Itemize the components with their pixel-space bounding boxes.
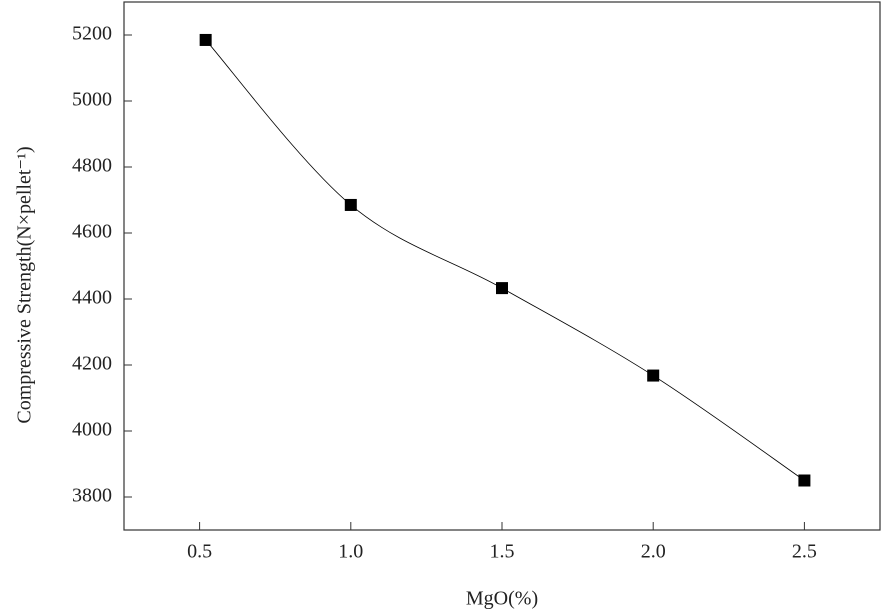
line bbox=[205, 39, 805, 481]
x-tick-label: 2.0 bbox=[641, 541, 666, 563]
y-tick-label: 4200 bbox=[72, 353, 112, 375]
marker bbox=[647, 369, 660, 382]
y-tick-label: 4600 bbox=[72, 221, 112, 243]
marker bbox=[344, 198, 357, 211]
marker bbox=[496, 282, 508, 295]
marker bbox=[798, 474, 811, 487]
y-tick-label: 4400 bbox=[72, 287, 112, 309]
y-tick-label: 3800 bbox=[72, 485, 112, 507]
marker bbox=[199, 33, 212, 46]
plot-frame bbox=[123, 1, 881, 531]
x-tick-label: 0.5 bbox=[187, 541, 212, 563]
x-tick-label: 1.5 bbox=[490, 541, 515, 563]
y-tick-label: 4000 bbox=[72, 419, 112, 441]
x-tick-label: 1.0 bbox=[338, 541, 363, 563]
y-tick-label: 5200 bbox=[72, 23, 112, 45]
y-tick-label: 5000 bbox=[72, 89, 112, 111]
x-axis-label: MgO(%) bbox=[466, 588, 538, 610]
y-tick-label: 4800 bbox=[72, 155, 112, 177]
y-axis-label: Compressive Strength(N×pellet⁻¹) bbox=[14, 146, 36, 423]
x-tick-label: 2.5 bbox=[792, 541, 817, 563]
